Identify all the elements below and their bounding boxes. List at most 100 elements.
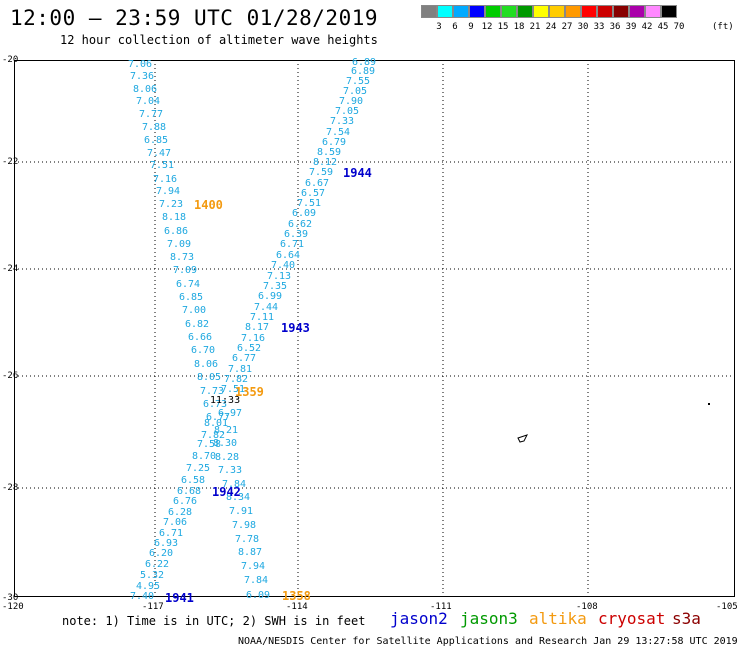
wave-height-value: 6.66 [188,332,213,343]
color-scale-tick: 15 [497,22,509,32]
color-swatch [437,5,453,18]
wave-height-value: 6.57 [301,188,326,199]
wave-height-value: 7.84 [222,479,247,490]
legend-altika: altika [529,609,587,628]
wave-height-value: 7.35 [263,281,288,292]
wave-height-value: 8.06 [133,84,158,95]
wave-height-value: 8.21 [214,425,239,436]
wave-height-value: 6.77 [206,412,231,423]
wave-height-value: 7.90 [339,96,364,107]
wave-height-value: 7.91 [229,506,254,517]
wave-height-value: 6.20 [149,548,174,559]
pass-time-label: 1943 [281,321,310,335]
wave-height-value: 7.09 [167,239,192,250]
lat-label: -22 [2,157,19,167]
footer-credit: NOAA/NESDIS Center for Satellite Applica… [238,636,738,647]
color-scale-tick: 18 [513,22,525,32]
pass-time-label: 1941 [165,591,194,605]
wave-height-value: 6.73 [203,399,228,410]
wave-height-value: 7.04 [136,96,161,107]
pass-time-label: 1359 [235,385,264,399]
page-title: 12:00 – 23:59 UTC 01/28/2019 [10,6,379,30]
color-scale-tick: 3 [436,22,442,32]
wave-height-value: 8.59 [317,147,342,158]
wave-height-value: 7.84 [244,575,269,586]
wave-height-value: 6.71 [280,239,305,250]
wave-height-value: 7.44 [254,302,279,313]
wave-height-value: 6.67 [305,178,330,189]
color-swatch [661,5,677,18]
wave-height-value: 6.93 [154,538,179,549]
color-swatch [469,5,485,18]
wave-height-value: 5.32 [140,570,165,581]
wave-height-value: 8.34 [226,492,251,503]
wave-height-value: 8.30 [213,438,238,449]
wave-height-value: 7.13 [267,271,292,282]
wave-height-value: 6.76 [173,496,198,507]
lat-label: -20 [2,55,19,65]
wave-height-value: 7.98 [232,520,257,531]
color-swatch [421,5,437,18]
lon-label: -105 [716,602,738,612]
color-scale-unit: (ft) [712,22,734,32]
color-scale-tick: 9 [468,22,474,32]
wave-height-value: 7.51 [150,160,175,171]
wave-height-value: 7.40 [271,260,296,271]
color-swatch [485,5,501,18]
color-scale-tick: 12 [481,22,493,32]
wave-height-value: 8.05 [197,372,222,383]
wave-height-value: 6.82 [185,319,210,330]
lon-label: -111 [430,602,452,612]
wave-height-value: 6.70 [191,345,216,356]
color-scale-tick: 24 [545,22,557,32]
color-scale-tick: 39 [625,22,637,32]
lon-label: -120 [2,602,24,612]
color-swatch [453,5,469,18]
wave-height-value: 6.71 [159,528,184,539]
wave-height-value: 7.06 [128,59,153,70]
wave-height-value: 7.05 [335,106,360,117]
wave-height-value: 8.28 [215,452,240,463]
wave-height-value: 7.40 [130,591,155,602]
wave-height-value: 7.11 [250,312,275,323]
color-swatch [581,5,597,18]
wave-height-value: 7.00 [182,305,207,316]
color-scale-tick: 30 [577,22,589,32]
page-subtitle: 12 hour collection of altimeter wave hei… [60,33,378,47]
wave-height-value: 7.82 [224,374,249,385]
lat-label: -30 [2,593,19,603]
lat-label: -28 [2,483,19,493]
lon-label: -114 [286,602,308,612]
wave-height-value: 7.05 [343,86,368,97]
pass-time-label: 11:33 [210,395,241,406]
wave-height-value: 7.58 [197,439,222,450]
color-scale-tick: 42 [641,22,653,32]
wave-height-value: 4.95 [136,581,161,592]
color-swatch [629,5,645,18]
pass-time-label: 1942 [212,485,241,499]
wave-height-value: 7.55 [346,76,371,87]
wave-height-value: 8.87 [238,547,263,558]
wave-height-value: 7.81 [228,364,253,375]
wave-height-value: 7.09 [173,265,198,276]
wave-height-value: 7.82 [201,430,226,441]
wave-height-value: 7.33 [218,465,243,476]
color-swatch [549,5,565,18]
wave-height-value: 8.17 [245,322,270,333]
color-swatch [517,5,533,18]
color-scale-tick: 36 [609,22,621,32]
pass-time-label: 1358 [282,589,311,603]
pass-time-label: 1944 [343,166,372,180]
wave-height-value: 6.09 [292,208,317,219]
wave-height-value: 7.36 [130,71,155,82]
color-scale-tick: 27 [561,22,573,32]
wave-height-value: 6.64 [276,250,301,261]
wave-height-value: 7.73 [200,386,225,397]
wave-height-value: 7.51 [221,384,246,395]
lat-label: -26 [2,371,19,381]
wave-height-value: 6.09 [246,590,271,601]
wave-height-value: 7.16 [153,174,178,185]
color-swatch [501,5,517,18]
lat-label: -24 [2,264,19,274]
wave-height-value: 7.78 [235,534,260,545]
